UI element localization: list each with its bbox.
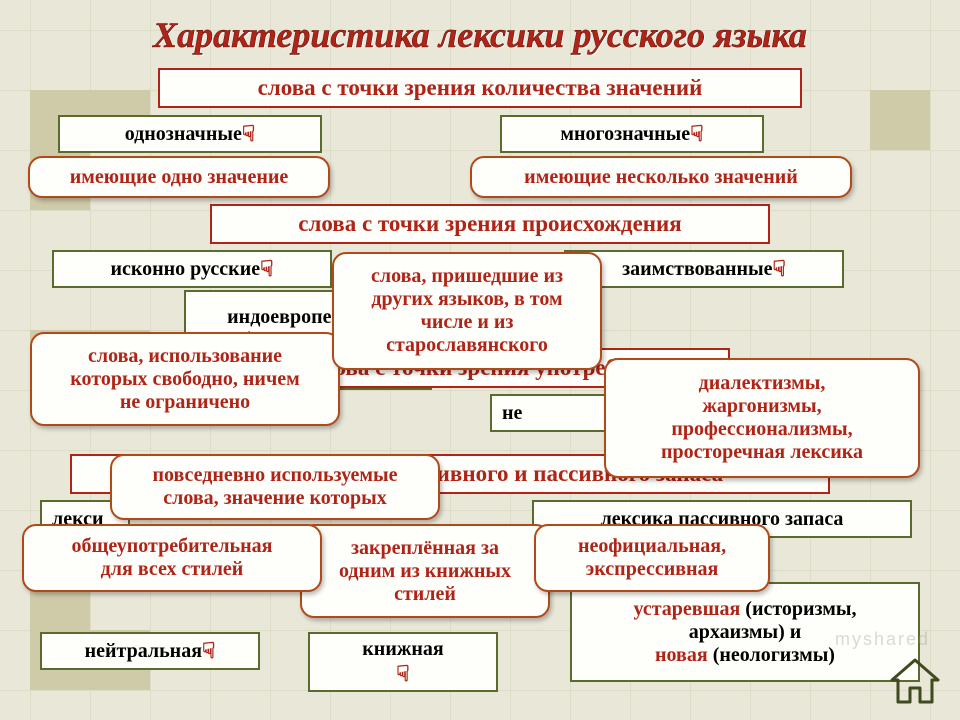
popup-povsednevno: повседневно используемые слова, значение…: [110, 454, 440, 520]
cat-label: книжная: [362, 638, 443, 661]
text-line: слова, значение которых: [163, 487, 387, 510]
text-line: для всех стилей: [101, 558, 244, 581]
cat-label: однозначные: [125, 123, 242, 146]
text-line: просторечная лексика: [661, 441, 863, 464]
cat-label: многозначные: [560, 123, 690, 146]
home-button[interactable]: [888, 656, 942, 706]
text-line: неофициальная,: [578, 535, 726, 558]
text-line: которых свободно, ничем: [70, 368, 299, 391]
popup-neskolko-znacheniy: имеющие несколько значений: [470, 156, 852, 198]
popup-neoficialnaja: неофициальная, экспрессивная: [534, 524, 770, 592]
text-line: других языков, в том: [371, 288, 562, 311]
hand-icon: ☟: [690, 121, 703, 146]
section-header-1: слова с точки зрения количества значений: [158, 68, 802, 108]
cat-label: нейтральная: [85, 640, 202, 663]
cat-neitralnaya[interactable]: нейтральная ☟: [40, 632, 260, 670]
diagram-stage: Характеристика лексики русского языка сл…: [0, 0, 960, 720]
hand-icon: ☟: [396, 661, 409, 686]
cat-knizhnaya[interactable]: книжная ☟: [308, 632, 498, 692]
text-line: экспрессивная: [586, 558, 719, 581]
hand-icon: ☟: [772, 256, 785, 281]
text-line: диалектизмы,: [699, 372, 826, 395]
hand-icon: ☟: [202, 638, 215, 663]
hand-icon: ☟: [242, 121, 255, 146]
home-icon: [888, 656, 942, 706]
text-line: закреплённая за: [351, 537, 499, 560]
popup-obshcheupotr: общеупотребительная для всех стилей: [22, 524, 322, 592]
cat-label: исконно русские: [110, 258, 260, 281]
text-line: архаизмы) и: [689, 621, 802, 644]
cat-odnoznachnye[interactable]: однозначные ☟: [58, 115, 322, 153]
cat-label: не: [502, 402, 522, 425]
text-line: не ограничено: [120, 391, 250, 414]
popup-odno-znachenie: имеющие одно значение: [28, 156, 330, 198]
popup-prishedshie: слова, пришедшие из других языков, в том…: [332, 252, 602, 370]
section-header-2: слова с точки зрения происхождения: [210, 204, 770, 244]
text-line: новая (неологизмы): [655, 644, 835, 667]
cat-mnogoznachnye[interactable]: многозначные ☟: [500, 115, 764, 153]
text-line: жаргонизмы,: [702, 395, 821, 418]
text-line: общеупотребительная: [72, 535, 273, 558]
cat-label: заимствованные: [622, 258, 772, 281]
text-line: слова, использование: [88, 345, 282, 368]
page-title: Характеристика лексики русского языка: [0, 14, 960, 56]
text-line: повседневно используемые: [152, 464, 397, 487]
popup-svobodno: слова, использование которых свободно, н…: [30, 332, 340, 426]
text-line: числе и из: [421, 311, 514, 334]
cat-zaimstvovannye[interactable]: заимствованные ☟: [564, 250, 844, 288]
text-line: профессионализмы,: [671, 418, 852, 441]
cat-iskonno-russkie[interactable]: исконно русские ☟: [52, 250, 332, 288]
hand-icon: ☟: [260, 256, 273, 281]
text-line: слова, пришедшие из: [371, 265, 563, 288]
text-line: старославянского: [386, 334, 548, 357]
watermark: myshared: [835, 629, 930, 650]
popup-zakreplennaya: закреплённая за одним из книжных стилей: [300, 524, 550, 618]
text-line: устаревшая (историзмы,: [633, 598, 856, 621]
popup-dialectisms: диалектизмы, жаргонизмы, профессионализм…: [604, 358, 920, 478]
text-line: одним из книжных: [339, 560, 511, 583]
text-line: стилей: [394, 583, 456, 606]
